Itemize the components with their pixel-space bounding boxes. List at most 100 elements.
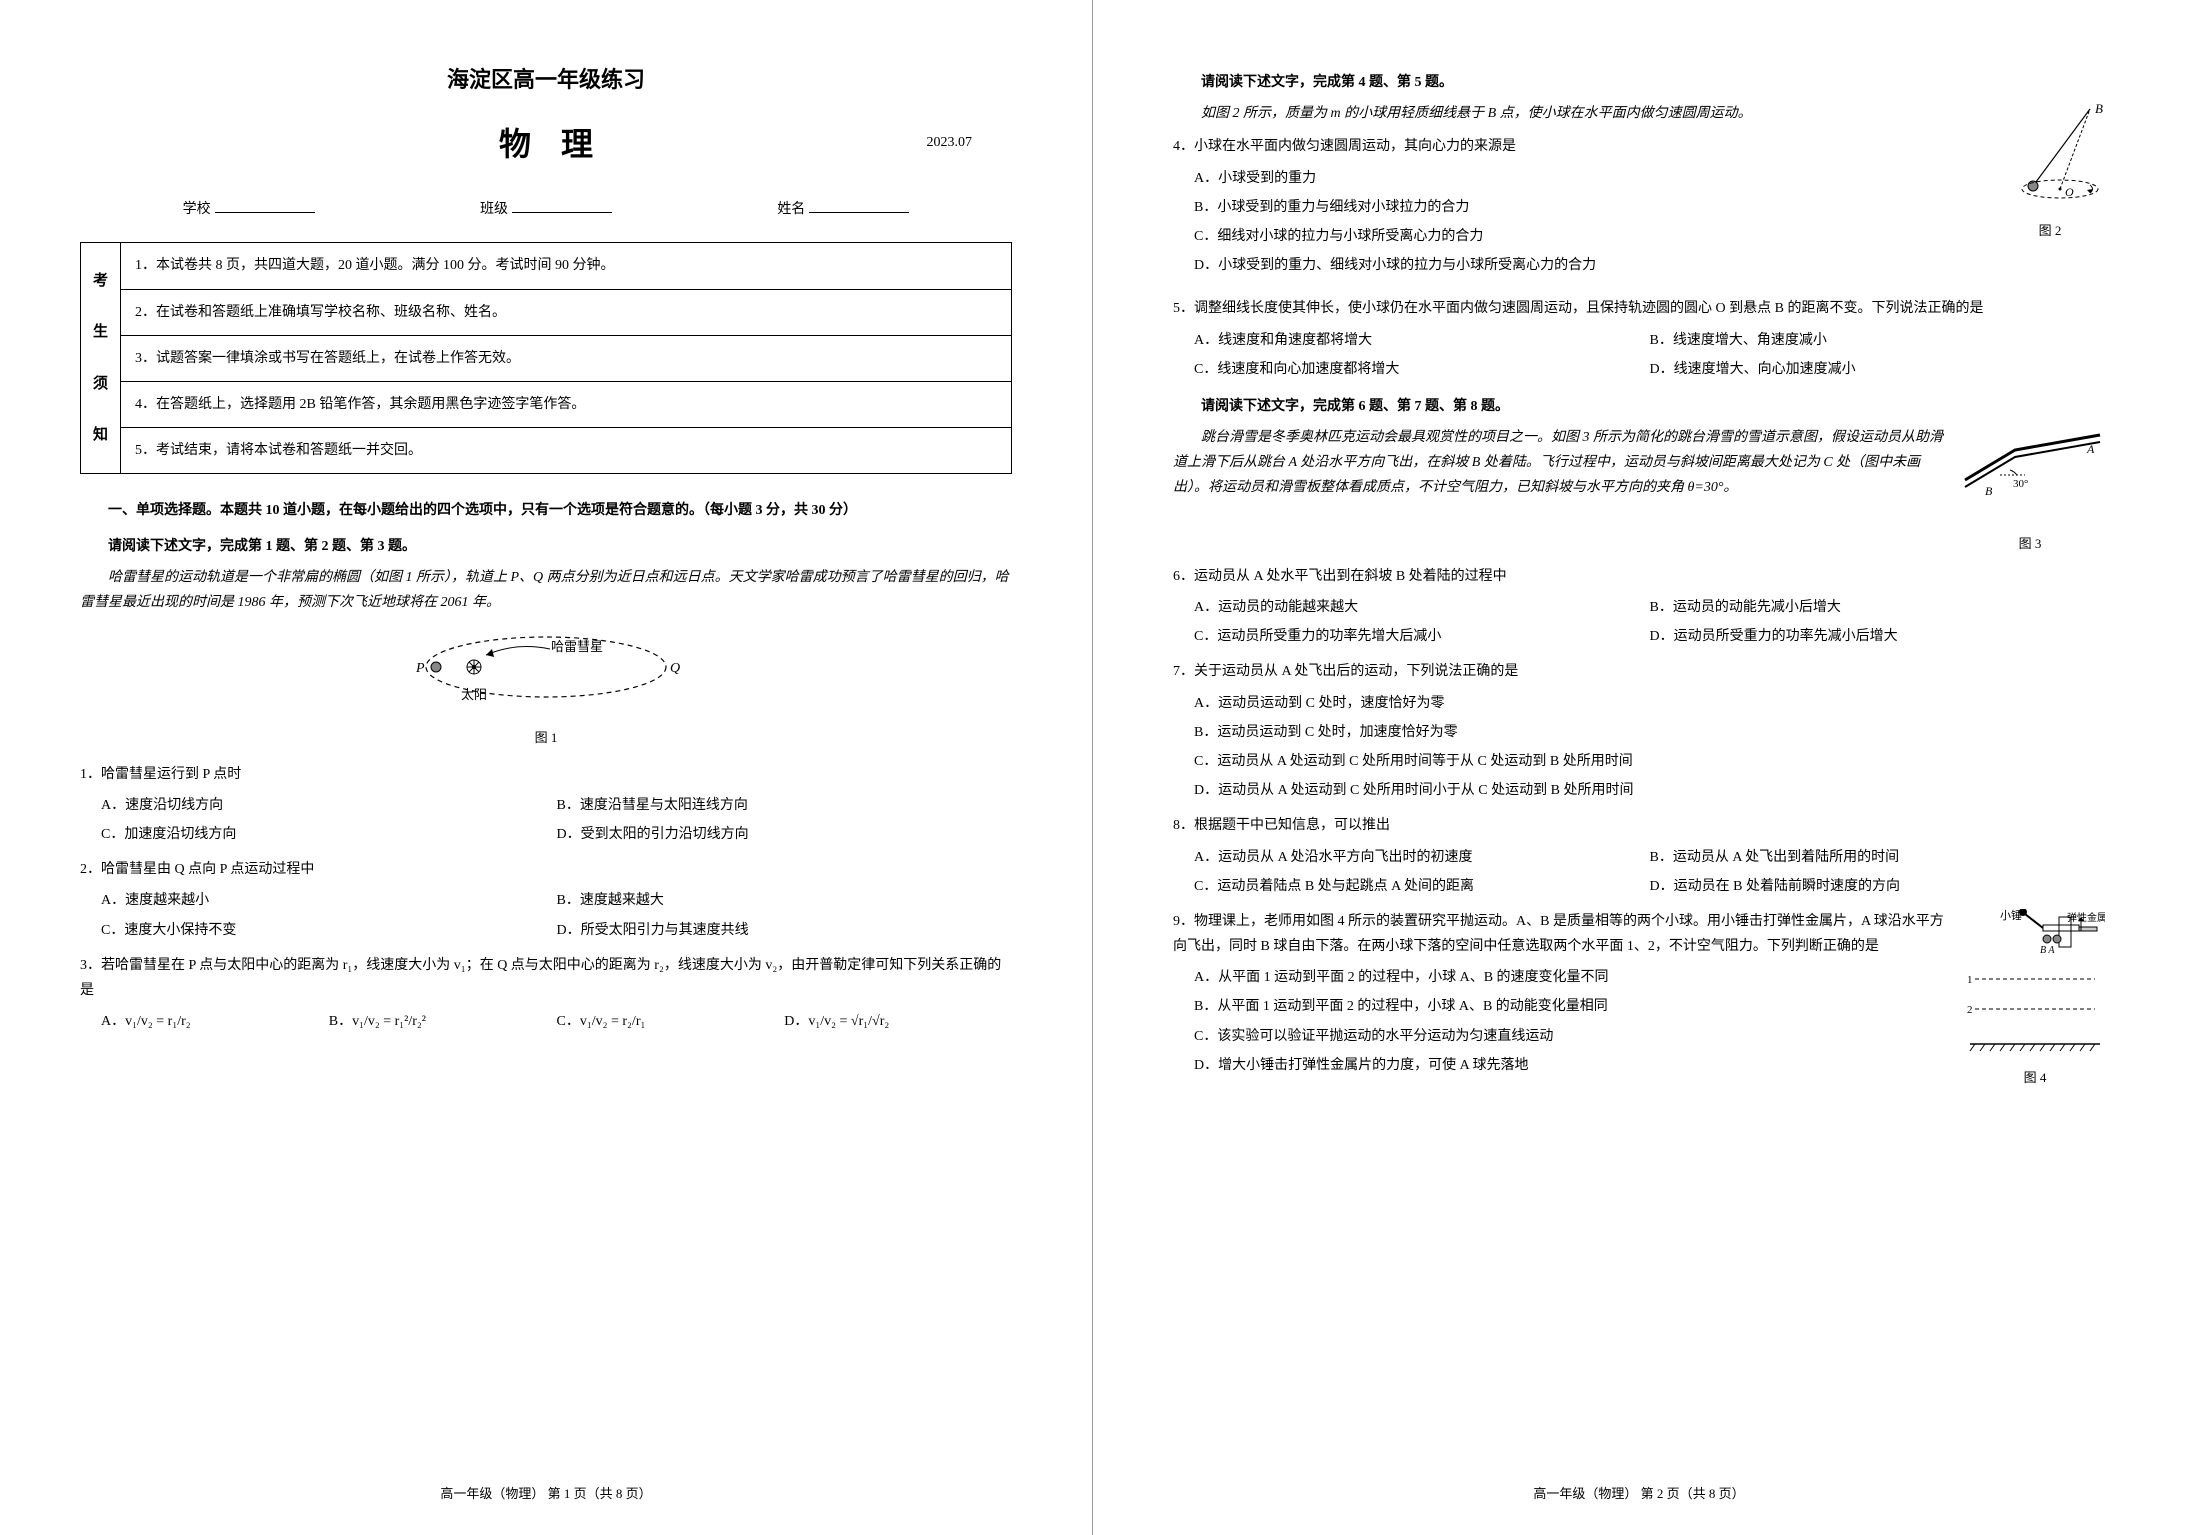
- fig3-caption: 图 3: [1955, 532, 2105, 555]
- question-2: 2．哈雷彗星由 Q 点向 P 点运动过程中 A．速度越来越小 B．速度越来越大 …: [80, 857, 1012, 945]
- class-label: 班级: [480, 197, 508, 222]
- figure-1: P 太阳 Q 哈雷彗星 图 1: [80, 627, 1012, 750]
- fig2-caption: 图 2: [1995, 219, 2105, 242]
- student-info-row: 学校 班级 姓名: [80, 197, 1012, 222]
- fig1-caption: 图 1: [80, 726, 1012, 749]
- q7-stem: 7．关于运动员从 A 处飞出后的运动，下列说法正确的是: [1173, 659, 2105, 684]
- q8-D: D．运动员在 B 处着陆前瞬时速度的方向: [1650, 874, 2106, 899]
- svg-text:A: A: [2086, 442, 2095, 456]
- notice-item: 2．在试卷和答题纸上准确填写学校名称、班级名称、姓名。: [121, 290, 1011, 336]
- q4-stem: 4．小球在水平面内做匀速圆周运动，其向心力的来源是: [1173, 134, 2105, 159]
- svg-text:B: B: [2095, 101, 2103, 116]
- q1-C: C．加速度沿切线方向: [101, 822, 557, 847]
- footer-page1: 高一年级（物理） 第 1 页（共 8 页）: [80, 1482, 1012, 1505]
- q2-C: C．速度大小保持不变: [101, 918, 557, 943]
- notice-item: 3．试题答案一律填涂或书写在答题纸上，在试卷上作答无效。: [121, 336, 1011, 382]
- question-9: 小锤 弹性金属片 B A 1 2: [1173, 909, 2105, 1090]
- q3-A: A．v₁/v₂ = r₁/r₂: [101, 1009, 329, 1034]
- svg-text:B: B: [1985, 484, 1993, 498]
- q3-D: D．v₁/v₂ = √r₁/√r₂: [784, 1009, 1012, 1034]
- q2-stem: 2．哈雷彗星由 Q 点向 P 点运动过程中: [80, 857, 1012, 882]
- svg-text:O: O: [2065, 185, 2074, 199]
- q6-A: A．运动员的动能越来越大: [1194, 595, 1650, 620]
- passage2-text: 如图 2 所示，质量为 m 的小球用轻质细线悬于 B 点，使小球在水平面内做匀速…: [1173, 101, 2105, 126]
- notice-item: 5．考试结束，请将本试卷和答题纸一并交回。: [121, 428, 1011, 473]
- q6-stem: 6．运动员从 A 处水平飞出到在斜坡 B 处着陆的过程中: [1173, 564, 2105, 589]
- subject-title: 物理: [80, 116, 1012, 174]
- q2-B: B．速度越来越大: [557, 888, 1013, 913]
- question-1: 1．哈雷彗星运行到 P 点时 A．速度沿切线方向 B．速度沿彗星与太阳连线方向 …: [80, 762, 1012, 850]
- section1-title: 一、单项选择题。本题共 10 道小题，在每小题给出的四个选项中，只有一个选项是符…: [80, 498, 1012, 523]
- q1-B: B．速度沿彗星与太阳连线方向: [557, 793, 1013, 818]
- notice-item: 4．在答题纸上，选择题用 2B 铅笔作答，其余题用黑色字迹签字笔作答。: [121, 382, 1011, 428]
- q5-stem: 5．调整细线长度使其伸长，使小球仍在水平面内做匀速圆周运动，且保持轨迹圆的圆心 …: [1173, 296, 2105, 321]
- q4-C: C．细线对小球的拉力与小球所受离心力的合力: [1194, 224, 1983, 249]
- q5-A: A．线速度和角速度都将增大: [1194, 328, 1650, 353]
- q1-A: A．速度沿切线方向: [101, 793, 557, 818]
- q4-D: D．小球受到的重力、细线对小球的拉力与小球所受离心力的合力: [1194, 253, 1983, 278]
- q4-B: B．小球受到的重力与细线对小球拉力的合力: [1194, 195, 1983, 220]
- q9-B: B．从平面 1 运动到平面 2 的过程中，小球 A、B 的动能变化量相同: [1194, 994, 1953, 1019]
- q9-A: A．从平面 1 运动到平面 2 的过程中，小球 A、B 的速度变化量不同: [1194, 965, 1953, 990]
- passage1-text: 哈雷彗星的运动轨道是一个非常扁的椭圆（如图 1 所示），轨道上 P、Q 两点分别…: [80, 565, 1012, 615]
- q8-C: C．运动员着陆点 B 处与起跳点 A 处间的距离: [1194, 874, 1650, 899]
- q7-A: A．运动员运动到 C 处时，速度恰好为零: [1194, 691, 2105, 716]
- name-label: 姓名: [777, 197, 805, 222]
- q7-B: B．运动员运动到 C 处时，加速度恰好为零: [1194, 720, 2105, 745]
- footer-page2: 高一年级（物理） 第 2 页（共 8 页）: [1173, 1482, 2105, 1505]
- q1-stem: 1．哈雷彗星运行到 P 点时: [80, 762, 1012, 787]
- question-3: 3．若哈雷彗星在 P 点与太阳中心的距离为 r₁，线速度大小为 v₁；在 Q 点…: [80, 953, 1012, 1037]
- question-8: 8．根据题干中已知信息，可以推出 A．运动员从 A 处沿水平方向飞出时的初速度 …: [1173, 813, 2105, 901]
- notice-side-char: 须: [93, 371, 108, 398]
- notice-item: 1．本试卷共 8 页，共四道大题，20 道小题。满分 100 分。考试时间 90…: [121, 243, 1011, 289]
- question-7: 7．关于运动员从 A 处飞出后的运动，下列说法正确的是 A．运动员运动到 C 处…: [1173, 659, 2105, 805]
- svg-text:B A: B A: [2040, 945, 2055, 956]
- question-5: 5．调整细线长度使其伸长，使小球仍在水平面内做匀速圆周运动，且保持轨迹圆的圆心 …: [1173, 296, 2105, 384]
- q1-D: D．受到太阳的引力沿切线方向: [557, 822, 1013, 847]
- q7-D: D．运动员从 A 处运动到 C 处所用时间小于从 C 处运动到 B 处所用时间: [1194, 778, 2105, 803]
- q5-C: C．线速度和向心加速度都将增大: [1194, 357, 1650, 382]
- fig4-caption: 图 4: [1965, 1066, 2105, 1089]
- q3-C: C．v₁/v₂ = r₂/r₁: [557, 1009, 785, 1034]
- q9-C: C．该实验可以验证平抛运动的水平分运动为匀速直线运动: [1194, 1024, 1953, 1049]
- figure-3: A B 30° 图 3: [1955, 425, 2105, 556]
- q9-D: D．增大小锤击打弹性金属片的力度，可使 A 球先落地: [1194, 1053, 1953, 1078]
- q2-D: D．所受太阳引力与其速度共线: [557, 918, 1013, 943]
- passage3-title: 请阅读下述文字，完成第 6 题、第 7 题、第 8 题。: [1173, 394, 2105, 419]
- q4-A: A．小球受到的重力: [1194, 166, 1983, 191]
- q6-D: D．运动员所受重力的功率先减小后增大: [1650, 624, 2106, 649]
- q7-C: C．运动员从 A 处运动到 C 处所用时间等于从 C 处运动到 B 处所用时间: [1194, 749, 2105, 774]
- svg-text:P: P: [415, 661, 425, 676]
- svg-text:Q: Q: [670, 661, 680, 676]
- svg-text:太阳: 太阳: [461, 687, 487, 702]
- q6-B: B．运动员的动能先减小后增大: [1650, 595, 2106, 620]
- svg-text:1: 1: [1967, 974, 1973, 986]
- svg-text:30°: 30°: [2013, 478, 2028, 490]
- notice-box: 考 生 须 知 1．本试卷共 8 页，共四道大题，20 道小题。满分 100 分…: [80, 242, 1012, 474]
- q8-B: B．运动员从 A 处飞出到着陆所用的时间: [1650, 845, 2106, 870]
- district-title: 海淀区高一年级练习: [80, 60, 1012, 100]
- exam-date: 2023.07: [927, 130, 973, 155]
- q6-C: C．运动员所受重力的功率先增大后减小: [1194, 624, 1650, 649]
- q8-stem: 8．根据题干中已知信息，可以推出: [1173, 813, 2105, 838]
- q5-B: B．线速度增大、角速度减小: [1650, 328, 2106, 353]
- passage2-title: 请阅读下述文字，完成第 4 题、第 5 题。: [1173, 70, 2105, 95]
- svg-text:小锤: 小锤: [2000, 909, 2022, 922]
- notice-side-char: 考: [93, 268, 108, 295]
- q3-B: B．v₁/v₂ = r₁²/r₂²: [329, 1009, 557, 1034]
- question-6: 6．运动员从 A 处水平飞出到在斜坡 B 处着陆的过程中 A．运动员的动能越来越…: [1173, 564, 2105, 652]
- q5-D: D．线速度增大、向心加速度减小: [1650, 357, 2106, 382]
- svg-text:弹性金属片: 弹性金属片: [2067, 911, 2105, 924]
- question-4: 4．小球在水平面内做匀速圆周运动，其向心力的来源是 A．小球受到的重力 B．小球…: [1173, 134, 2105, 280]
- svg-text:哈雷彗星: 哈雷彗星: [551, 639, 603, 654]
- school-label: 学校: [183, 197, 211, 222]
- q3-stem: 3．若哈雷彗星在 P 点与太阳中心的距离为 r₁，线速度大小为 v₁；在 Q 点…: [80, 953, 1012, 1003]
- svg-text:2: 2: [1967, 1004, 1973, 1016]
- q8-A: A．运动员从 A 处沿水平方向飞出时的初速度: [1194, 845, 1650, 870]
- notice-side-char: 知: [93, 422, 108, 449]
- figure-2: B O 图 2: [1995, 101, 2105, 242]
- q2-A: A．速度越来越小: [101, 888, 557, 913]
- notice-side-char: 生: [93, 319, 108, 346]
- passage1-title: 请阅读下述文字，完成第 1 题、第 2 题、第 3 题。: [80, 534, 1012, 559]
- figure-4: 小锤 弹性金属片 B A 1 2: [1965, 909, 2105, 1090]
